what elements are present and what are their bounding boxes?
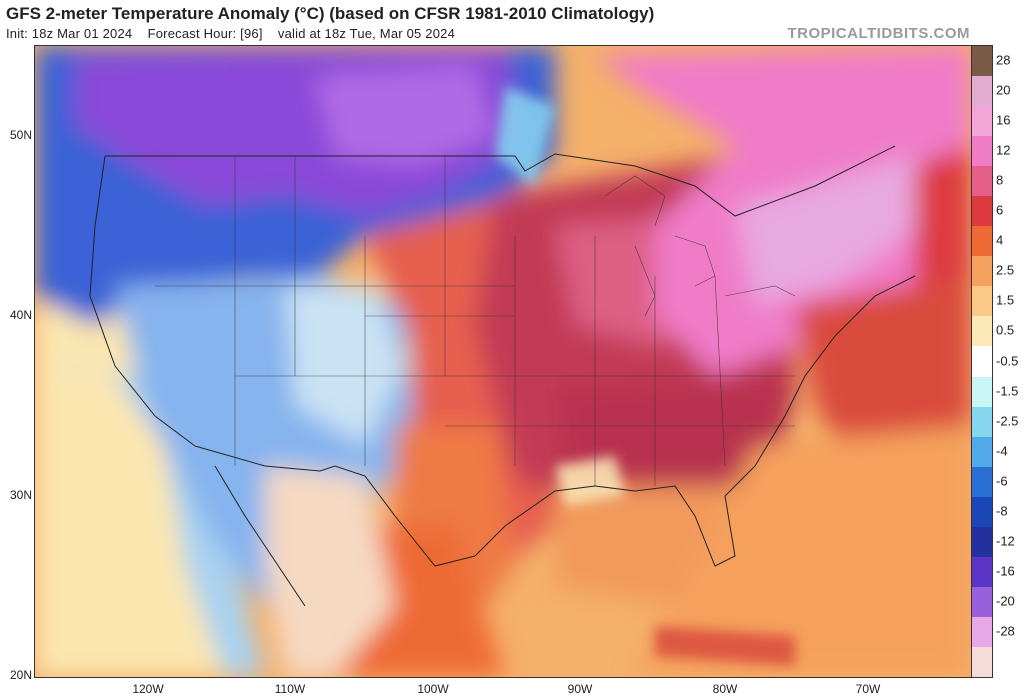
lat-label: 30N xyxy=(9,488,32,502)
init-time: Init: 18z Mar 01 2024 xyxy=(6,26,133,41)
rockies-mixed-region xyxy=(285,286,405,446)
colorbar-label: 0.5 xyxy=(996,322,1015,338)
colorbar-label: 16 xyxy=(996,112,1011,128)
colorbar-swatch xyxy=(972,496,992,528)
colorbar-label: 2.5 xyxy=(996,262,1015,278)
colorbar-swatch xyxy=(972,136,992,167)
us-mexico-border xyxy=(194,445,476,567)
colorbar-swatch xyxy=(972,286,992,317)
colorbar-swatch xyxy=(972,436,992,468)
state-lines xyxy=(155,156,795,486)
colorbar-swatch xyxy=(972,616,992,648)
gulf-coast-pale-patch xyxy=(555,456,625,506)
colorbar-label: -16 xyxy=(996,563,1015,579)
northern-cold-cyan-edge xyxy=(495,86,555,186)
lon-label: 70W xyxy=(855,682,881,696)
valid-time: valid at 18z Tue, Mar 05 2024 xyxy=(277,26,455,41)
atlantic-warm-region xyxy=(635,426,971,677)
colorbar-swatch xyxy=(972,196,992,227)
colorbar-label: -4 xyxy=(996,443,1008,459)
colorbar-swatch xyxy=(972,646,992,678)
pacific-cool-region xyxy=(35,366,265,677)
colorbar-label: -28 xyxy=(996,623,1015,639)
map-subtitle: Init: 18z Mar 01 2024 Forecast Hour: [96… xyxy=(6,26,455,41)
lon-label: 100W xyxy=(417,682,449,696)
colorbar-label: -20 xyxy=(996,593,1015,609)
colorbar-swatch xyxy=(972,106,992,137)
gulf-coast xyxy=(474,275,916,567)
lat-label: 40N xyxy=(9,308,32,322)
map-title: GFS 2-meter Temperature Anomaly (°C) (ba… xyxy=(6,4,655,23)
watermark: TROPICALTIDBITS.COM xyxy=(787,25,970,42)
canada-magenta-core xyxy=(315,66,495,166)
colorbar-label: -12 xyxy=(996,533,1015,549)
colorbar-swatch xyxy=(972,316,992,347)
great-lakes xyxy=(604,175,796,317)
colorbar-label: 28 xyxy=(996,52,1011,68)
colorbar xyxy=(971,45,993,678)
colorbar-label: -1.5 xyxy=(996,383,1019,399)
colorbar-label: -8 xyxy=(996,503,1008,519)
colorbar-swatch xyxy=(972,376,992,408)
colorbar-swatch xyxy=(972,226,992,257)
colorbar-label: 8 xyxy=(996,172,1004,188)
colorbar-label: -6 xyxy=(996,473,1008,489)
lon-label: 80W xyxy=(712,682,738,696)
colorbar-swatch xyxy=(972,166,992,197)
colorbar-swatch xyxy=(972,556,992,588)
baja-peninsula xyxy=(214,465,306,607)
cuba-region xyxy=(655,626,795,666)
lon-label: 110W xyxy=(274,682,306,696)
colorbar-label: 6 xyxy=(996,202,1004,218)
colorbar-swatch xyxy=(972,256,992,287)
lon-label: 120W xyxy=(132,682,164,696)
mexico-pale-region xyxy=(265,466,395,677)
colorbar-label: -0.5 xyxy=(996,353,1019,368)
canada-us-border xyxy=(105,145,896,217)
colorbar-label: 12 xyxy=(996,142,1011,158)
colorbar-label: 4 xyxy=(996,232,1004,248)
colorbar-swatch xyxy=(972,466,992,498)
lat-label: 20N xyxy=(9,668,32,682)
colorbar-label: 1.5 xyxy=(996,292,1015,308)
west-coast xyxy=(89,155,196,447)
anomaly-map xyxy=(34,45,972,678)
colorbar-label: 20 xyxy=(996,82,1011,98)
colorbar-swatch xyxy=(972,406,992,438)
colorbar-swatch xyxy=(972,76,992,107)
atlantic-red-band xyxy=(795,276,971,466)
map-canvas xyxy=(35,46,971,677)
colorbar-swatch xyxy=(972,46,992,77)
lon-label: 90W xyxy=(567,682,593,696)
lat-label: 50N xyxy=(9,128,32,142)
colorbar-swatch xyxy=(972,526,992,558)
colorbar-label: -2.5 xyxy=(996,413,1019,429)
forecast-hour: Forecast Hour: [96] xyxy=(147,26,263,41)
colorbar-swatch xyxy=(972,586,992,618)
colorbar-swatch xyxy=(972,346,992,378)
northeast-lavender-region xyxy=(735,156,935,306)
